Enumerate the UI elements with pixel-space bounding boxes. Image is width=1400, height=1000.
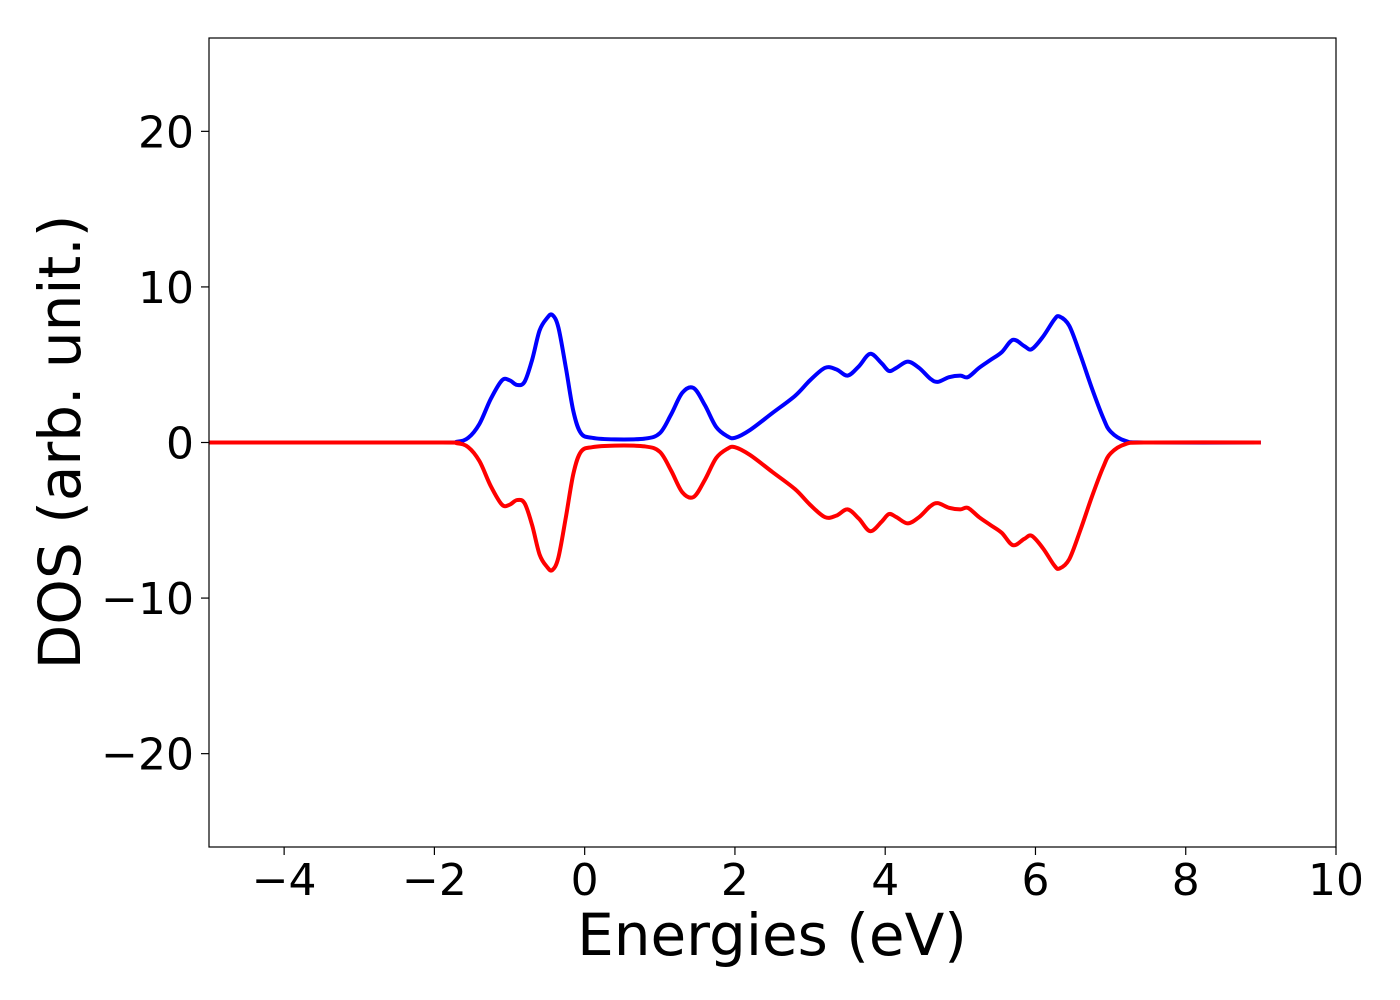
x-axis-title: Energies (eV) [577, 901, 967, 969]
y-axis-title: DOS (arb. unit.) [26, 215, 94, 670]
y-tick-label: −10 [101, 574, 194, 625]
y-tick-label: 0 [166, 419, 194, 470]
x-tick-label: 8 [1172, 855, 1200, 906]
series-layer [208, 312, 1261, 573]
y-axis-ticks: −20 −10 0 10 20 [101, 107, 209, 781]
x-tick-label: −4 [252, 855, 317, 906]
x-axis-ticks: −4 −2 0 2 4 6 8 10 [252, 847, 1364, 906]
y-tick-label: 20 [138, 107, 194, 158]
y-tick-label: 10 [138, 263, 194, 314]
x-tick-label: 10 [1308, 855, 1364, 906]
x-tick-label: −2 [402, 855, 467, 906]
series-line-2 [208, 440, 1261, 573]
x-tick-label: 4 [871, 855, 899, 906]
x-tick-label: 0 [571, 855, 599, 906]
series-line-1 [208, 312, 1261, 445]
y-tick-label: −20 [101, 730, 194, 781]
x-tick-label: 2 [721, 855, 749, 906]
x-tick-label: 6 [1021, 855, 1049, 906]
